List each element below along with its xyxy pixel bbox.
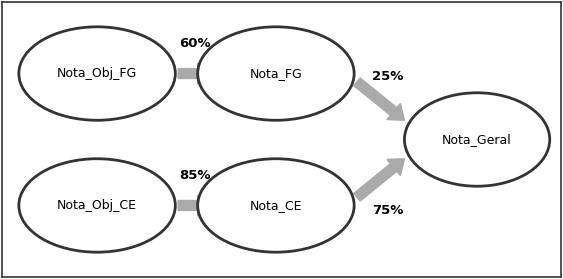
Ellipse shape <box>198 159 354 252</box>
Text: Nota_Geral: Nota_Geral <box>442 133 512 146</box>
Text: Nota_Obj_CE: Nota_Obj_CE <box>57 199 137 212</box>
Text: 25%: 25% <box>372 70 403 83</box>
Ellipse shape <box>198 27 354 120</box>
Text: 75%: 75% <box>372 205 403 217</box>
FancyArrow shape <box>178 195 212 216</box>
Text: 85%: 85% <box>179 169 211 182</box>
FancyArrow shape <box>354 159 404 201</box>
Text: Nota_CE: Nota_CE <box>249 199 302 212</box>
FancyArrow shape <box>354 78 404 120</box>
Text: Nota_FG: Nota_FG <box>249 67 302 80</box>
FancyArrow shape <box>178 63 212 84</box>
Ellipse shape <box>19 159 175 252</box>
Text: 60%: 60% <box>179 37 211 50</box>
Text: Nota_Obj_FG: Nota_Obj_FG <box>57 67 137 80</box>
Ellipse shape <box>19 27 175 120</box>
Ellipse shape <box>404 93 549 186</box>
